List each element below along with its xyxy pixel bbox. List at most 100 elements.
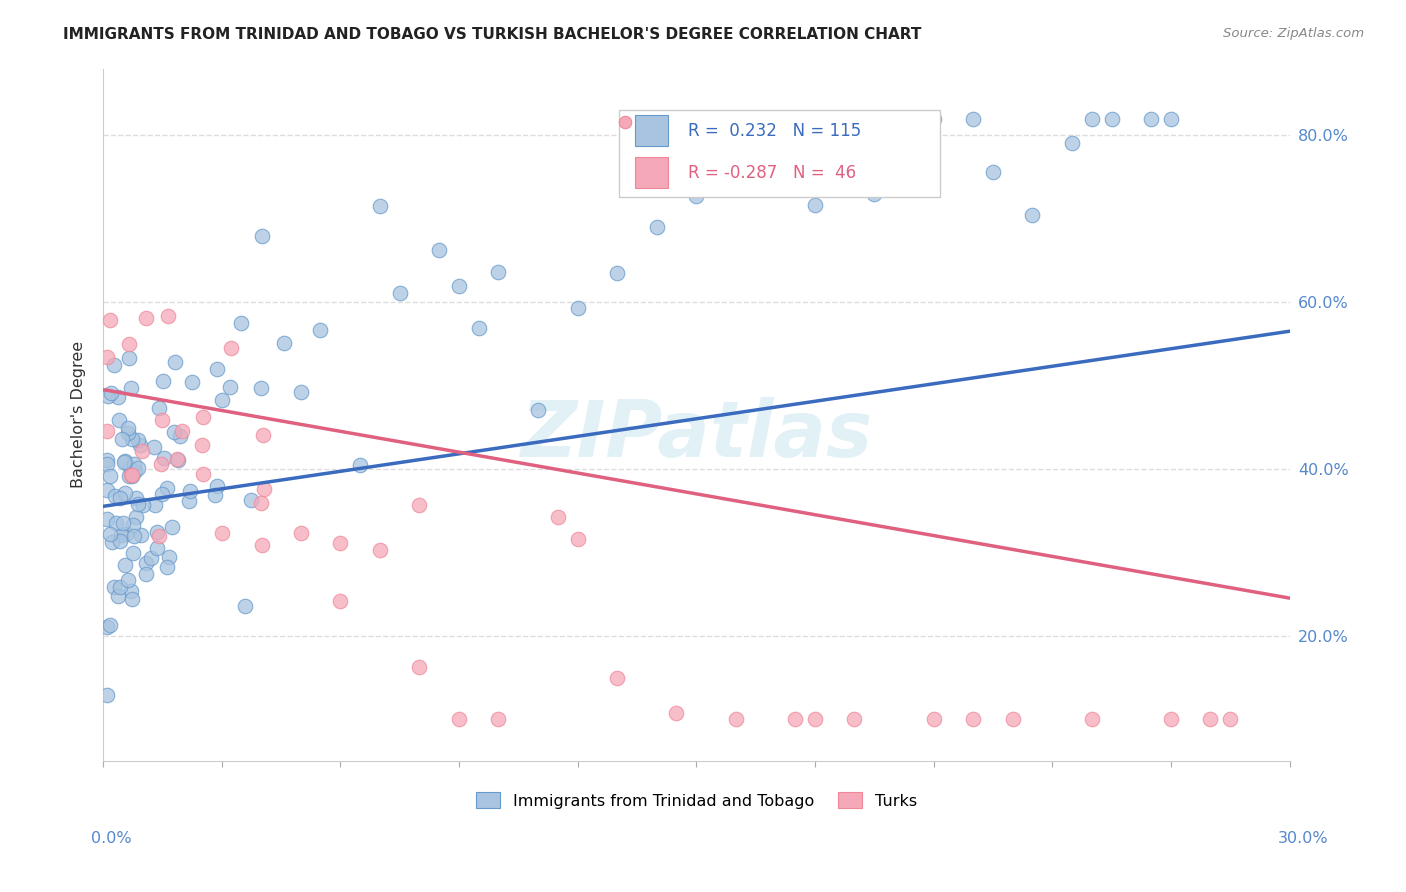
Point [107,589,129,603]
Point [962,712,984,726]
Point [120,468,142,483]
Point [114,527,136,541]
Point [122,457,145,471]
Point [368,199,391,213]
Point [239,493,262,508]
Point [129,528,152,542]
Point [169,429,191,443]
Point [1140,112,1163,126]
Point [110,528,132,542]
Text: R = -0.287   N =  46: R = -0.287 N = 46 [688,164,856,182]
Point [110,580,132,594]
Point [124,464,146,478]
Point [104,489,127,503]
Point [211,525,233,540]
FancyBboxPatch shape [634,115,668,146]
Point [117,425,139,440]
Point [162,520,184,534]
Point [606,266,628,280]
Point [108,412,131,426]
Point [127,461,149,475]
Point [163,425,186,439]
Point [146,541,169,555]
Text: IMMIGRANTS FROM TRINIDAD AND TOBAGO VS TURKISH BACHELOR'S DEGREE CORRELATION CHA: IMMIGRANTS FROM TRINIDAD AND TOBAGO VS T… [63,27,922,42]
Point [156,559,179,574]
Point [250,538,273,552]
Point [205,361,228,376]
Point [204,487,226,501]
Point [103,580,125,594]
Point [1021,208,1043,222]
Point [114,486,136,500]
Point [329,535,352,549]
Point [179,493,201,508]
Point [121,517,143,532]
Point [98,469,121,483]
Point [131,444,153,458]
Point [229,316,252,330]
Point [128,438,150,452]
Point [146,525,169,540]
Point [132,498,155,512]
Point [96,620,118,634]
Point [488,265,510,279]
Point [120,381,142,395]
Point [488,712,510,726]
Point [104,516,127,530]
Point [273,336,295,351]
Point [112,455,135,469]
Point [922,112,945,126]
Point [1001,712,1024,726]
Point [127,433,149,447]
Point [447,712,470,726]
Point [156,481,179,495]
Point [824,181,846,195]
Point [1160,712,1182,726]
Point [1081,712,1104,726]
Point [117,573,139,587]
Point [121,467,143,482]
Point [121,583,143,598]
Point [96,452,118,467]
Point [135,567,157,582]
Text: Source: ZipAtlas.com: Source: ZipAtlas.com [1223,27,1364,40]
Point [704,112,727,126]
Text: 0.0%: 0.0% [91,831,132,846]
Point [108,491,131,505]
Point [763,120,786,135]
Point [121,469,143,483]
Point [101,534,124,549]
Point [96,424,118,438]
Point [142,440,165,454]
Point [547,510,569,524]
Point [98,527,121,541]
Point [427,243,450,257]
Point [349,458,371,473]
Point [118,469,141,483]
Point [121,591,143,606]
Point [121,432,143,446]
Point [205,479,228,493]
Point [117,421,139,435]
Point [96,351,118,365]
Point [191,410,214,425]
FancyBboxPatch shape [634,157,668,188]
Point [124,529,146,543]
Point [724,712,747,726]
Point [447,279,470,293]
Point [467,321,489,335]
Point [250,381,273,395]
Point [110,432,132,446]
Point [179,484,201,499]
Point [645,219,668,234]
Point [1081,112,1104,126]
Point [221,341,243,355]
Point [250,496,273,510]
Point [567,301,589,315]
Point [111,516,134,531]
Point [181,375,204,389]
Point [1160,112,1182,126]
Point [139,551,162,566]
Text: 30.0%: 30.0% [1278,831,1329,846]
Point [606,671,628,685]
